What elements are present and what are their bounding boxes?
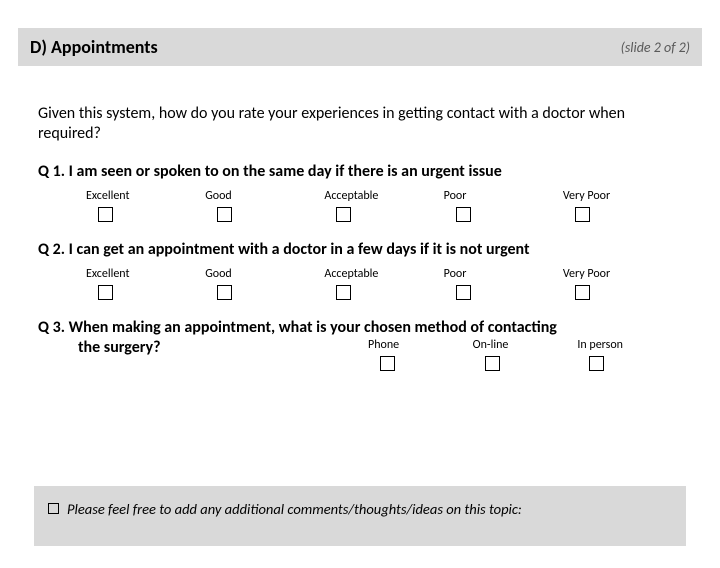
opt-label: Poor <box>444 189 467 203</box>
section-title: D) Appointments <box>30 36 158 58</box>
opt-label: Phone <box>368 338 399 352</box>
opt-label: On-line <box>473 338 509 352</box>
q3-options: Phone On-line In person <box>368 338 682 371</box>
question-1: Q 1. I am seen or spoken to on the same … <box>38 162 682 222</box>
opt-label: Good <box>205 267 232 281</box>
q3-checkbox-in-person[interactable] <box>589 356 604 371</box>
opt-label: Acceptable <box>324 267 378 281</box>
q1-body: I am seen or spoken to on the same day i… <box>69 162 502 181</box>
opt-label: Acceptable <box>324 189 378 203</box>
section-header: D) Appointments (slide 2 of 2) <box>18 28 702 66</box>
q3-opt-online: On-line <box>473 338 578 371</box>
q1-checkbox-acceptable[interactable] <box>336 207 351 222</box>
q2-options: Excellent Good Acceptable Poor Very Poor <box>86 267 682 300</box>
question-2-text: Q 2. I can get an appointment with a doc… <box>38 240 682 261</box>
q3-number: Q 3. <box>38 318 65 337</box>
q2-opt-excellent: Excellent <box>86 267 205 300</box>
intro-text: Given this system, how do you rate your … <box>38 104 682 144</box>
opt-label: In person <box>577 338 623 352</box>
q3-checkbox-online[interactable] <box>485 356 500 371</box>
question-3-text: Q 3. When making an appointment, what is… <box>38 318 682 339</box>
q3-body-line1: When making an appointment, what is your… <box>69 318 557 337</box>
q2-checkbox-poor[interactable] <box>456 285 471 300</box>
q2-checkbox-very-poor[interactable] <box>575 285 590 300</box>
q1-checkbox-very-poor[interactable] <box>575 207 590 222</box>
q2-checkbox-good[interactable] <box>217 285 232 300</box>
q2-number: Q 2. <box>38 240 65 259</box>
q1-opt-excellent: Excellent <box>86 189 205 222</box>
q2-checkbox-acceptable[interactable] <box>336 285 351 300</box>
opt-label: Poor <box>444 267 467 281</box>
q3-opt-in-person: In person <box>577 338 682 371</box>
opt-label: Excellent <box>86 267 130 281</box>
q1-number: Q 1. <box>38 162 65 181</box>
q2-checkbox-excellent[interactable] <box>98 285 113 300</box>
q1-checkbox-good[interactable] <box>217 207 232 222</box>
q3-opt-phone: Phone <box>368 338 473 371</box>
q1-checkbox-excellent[interactable] <box>98 207 113 222</box>
comments-box: Please feel free to add any additional c… <box>34 486 686 546</box>
q2-opt-poor: Poor <box>444 267 563 300</box>
q2-body: I can get an appointment with a doctor i… <box>69 240 530 259</box>
q1-opt-very-poor: Very Poor <box>563 189 682 222</box>
q3-body-line2: the surgery? <box>38 338 208 359</box>
q2-opt-acceptable: Acceptable <box>324 267 443 300</box>
q1-opt-poor: Poor <box>444 189 563 222</box>
q3-checkbox-phone[interactable] <box>380 356 395 371</box>
q1-options: Excellent Good Acceptable Poor Very Poor <box>86 189 682 222</box>
question-3: Q 3. When making an appointment, what is… <box>38 318 682 372</box>
opt-label: Excellent <box>86 189 130 203</box>
opt-label: Very Poor <box>563 189 610 203</box>
q1-checkbox-poor[interactable] <box>456 207 471 222</box>
comments-prompt: Please feel free to add any additional c… <box>67 500 522 518</box>
opt-label: Good <box>205 189 232 203</box>
q2-opt-very-poor: Very Poor <box>563 267 682 300</box>
q1-opt-acceptable: Acceptable <box>324 189 443 222</box>
q2-opt-good: Good <box>205 267 324 300</box>
slide-indicator: (slide 2 of 2) <box>621 39 690 56</box>
opt-label: Very Poor <box>563 267 610 281</box>
question-1-text: Q 1. I am seen or spoken to on the same … <box>38 162 682 183</box>
q1-opt-good: Good <box>205 189 324 222</box>
question-2: Q 2. I can get an appointment with a doc… <box>38 240 682 300</box>
bullet-square-icon <box>48 503 59 514</box>
